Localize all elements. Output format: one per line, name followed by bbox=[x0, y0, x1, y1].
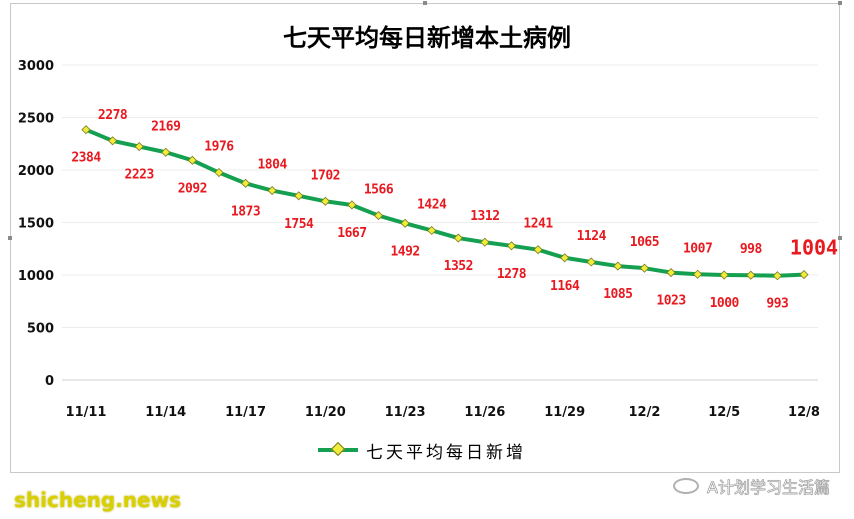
source-text: shicheng.news bbox=[14, 488, 181, 512]
resize-handle-corner[interactable] bbox=[838, 1, 842, 5]
data-label: 1873 bbox=[231, 204, 260, 219]
data-point-marker bbox=[799, 270, 809, 280]
y-tick-label: 0 bbox=[45, 374, 54, 389]
y-tick-label: 1000 bbox=[18, 269, 54, 284]
chart-legend: 七天平均每日新增 bbox=[318, 440, 526, 463]
chart-frame bbox=[10, 3, 840, 473]
y-tick-label: 1500 bbox=[18, 217, 54, 232]
data-label: 1004 bbox=[790, 236, 838, 260]
data-point-marker bbox=[320, 196, 330, 206]
x-tick-label: 12/8 bbox=[788, 405, 820, 420]
data-point-marker bbox=[613, 261, 623, 271]
data-point-marker bbox=[214, 167, 224, 178]
x-tick-label: 11/23 bbox=[385, 405, 426, 420]
data-label: 2092 bbox=[178, 181, 207, 196]
legend-line-icon bbox=[318, 441, 358, 457]
data-label: 2169 bbox=[151, 119, 180, 134]
data-label: 1241 bbox=[523, 217, 553, 232]
data-label: 1667 bbox=[337, 226, 366, 241]
data-label: 1976 bbox=[204, 140, 234, 155]
x-tick-label: 12/2 bbox=[628, 405, 660, 420]
data-label: 1124 bbox=[577, 229, 607, 244]
data-point-marker bbox=[427, 225, 437, 236]
data-point-marker bbox=[772, 271, 782, 281]
y-tick-label: 2500 bbox=[18, 112, 54, 127]
data-point-marker bbox=[373, 211, 384, 221]
x-tick-label: 11/20 bbox=[305, 405, 346, 420]
data-label: 1566 bbox=[364, 183, 394, 198]
data-label: 1278 bbox=[497, 267, 527, 282]
data-label: 2278 bbox=[98, 108, 128, 123]
watermark-brand: A计划学习生活篇 bbox=[673, 474, 830, 498]
data-point-marker bbox=[161, 147, 171, 157]
data-label: 1085 bbox=[603, 287, 632, 302]
overlay-text: shicheng.news bbox=[14, 488, 181, 512]
data-point-marker bbox=[267, 186, 277, 196]
series-line bbox=[84, 127, 806, 278]
data-label: 1000 bbox=[710, 296, 740, 311]
data-point-marker bbox=[347, 200, 357, 210]
x-tick-label: 11/14 bbox=[145, 405, 186, 420]
data-point-marker bbox=[506, 241, 517, 251]
x-tick-label: 12/5 bbox=[708, 405, 740, 420]
data-point-marker bbox=[453, 233, 463, 243]
data-point-marker bbox=[108, 136, 118, 146]
data-point-marker bbox=[586, 257, 596, 267]
x-tick-label: 11/26 bbox=[464, 405, 505, 420]
data-point-marker bbox=[639, 263, 650, 273]
data-point-marker bbox=[719, 270, 729, 280]
data-point-marker bbox=[187, 155, 197, 165]
data-label: 1804 bbox=[257, 158, 287, 173]
y-tick-label: 3000 bbox=[18, 59, 54, 74]
data-label: 1492 bbox=[390, 244, 419, 259]
data-point-marker bbox=[134, 142, 144, 152]
chart-title: 七天平均每日新增本土病例 bbox=[283, 24, 571, 52]
data-point-marker bbox=[560, 253, 570, 263]
data-label: 1023 bbox=[656, 294, 685, 309]
data-label: 1424 bbox=[417, 197, 447, 212]
data-label: 1065 bbox=[630, 235, 659, 250]
data-label: 1352 bbox=[444, 259, 473, 274]
data-label: 1164 bbox=[550, 279, 580, 294]
watermark-brand-text: A计划学习生活篇 bbox=[707, 478, 830, 498]
y-tick-label: 500 bbox=[27, 322, 54, 337]
data-label: 1754 bbox=[284, 217, 314, 232]
data-label: 2384 bbox=[71, 151, 101, 166]
data-point-marker bbox=[746, 270, 756, 280]
wechat-icon bbox=[673, 478, 700, 494]
data-label: 1702 bbox=[311, 168, 340, 183]
y-tick-label: 2000 bbox=[18, 164, 54, 179]
resize-handle-top[interactable] bbox=[423, 1, 427, 5]
data-point-marker bbox=[693, 269, 703, 279]
data-label: 998 bbox=[740, 242, 763, 257]
data-point-marker bbox=[533, 245, 543, 255]
data-point-marker bbox=[294, 191, 304, 201]
data-point-marker bbox=[400, 218, 410, 228]
data-point-marker bbox=[666, 268, 676, 278]
data-label: 1007 bbox=[683, 241, 712, 256]
data-point-marker bbox=[240, 178, 251, 188]
data-label: 2223 bbox=[125, 168, 154, 183]
x-tick-label: 11/17 bbox=[225, 405, 266, 420]
resize-handle-right[interactable] bbox=[838, 236, 842, 240]
data-label: 993 bbox=[766, 297, 788, 312]
legend-series-name: 七天平均每日新增 bbox=[366, 442, 526, 463]
x-tick-label: 11/11 bbox=[66, 405, 107, 420]
data-label: 1312 bbox=[470, 209, 499, 224]
data-point-marker bbox=[480, 237, 490, 247]
data-point-marker bbox=[81, 125, 91, 135]
legend-marker-icon bbox=[330, 441, 346, 457]
x-tick-label: 11/29 bbox=[544, 405, 585, 420]
resize-handle-left[interactable] bbox=[8, 236, 12, 240]
